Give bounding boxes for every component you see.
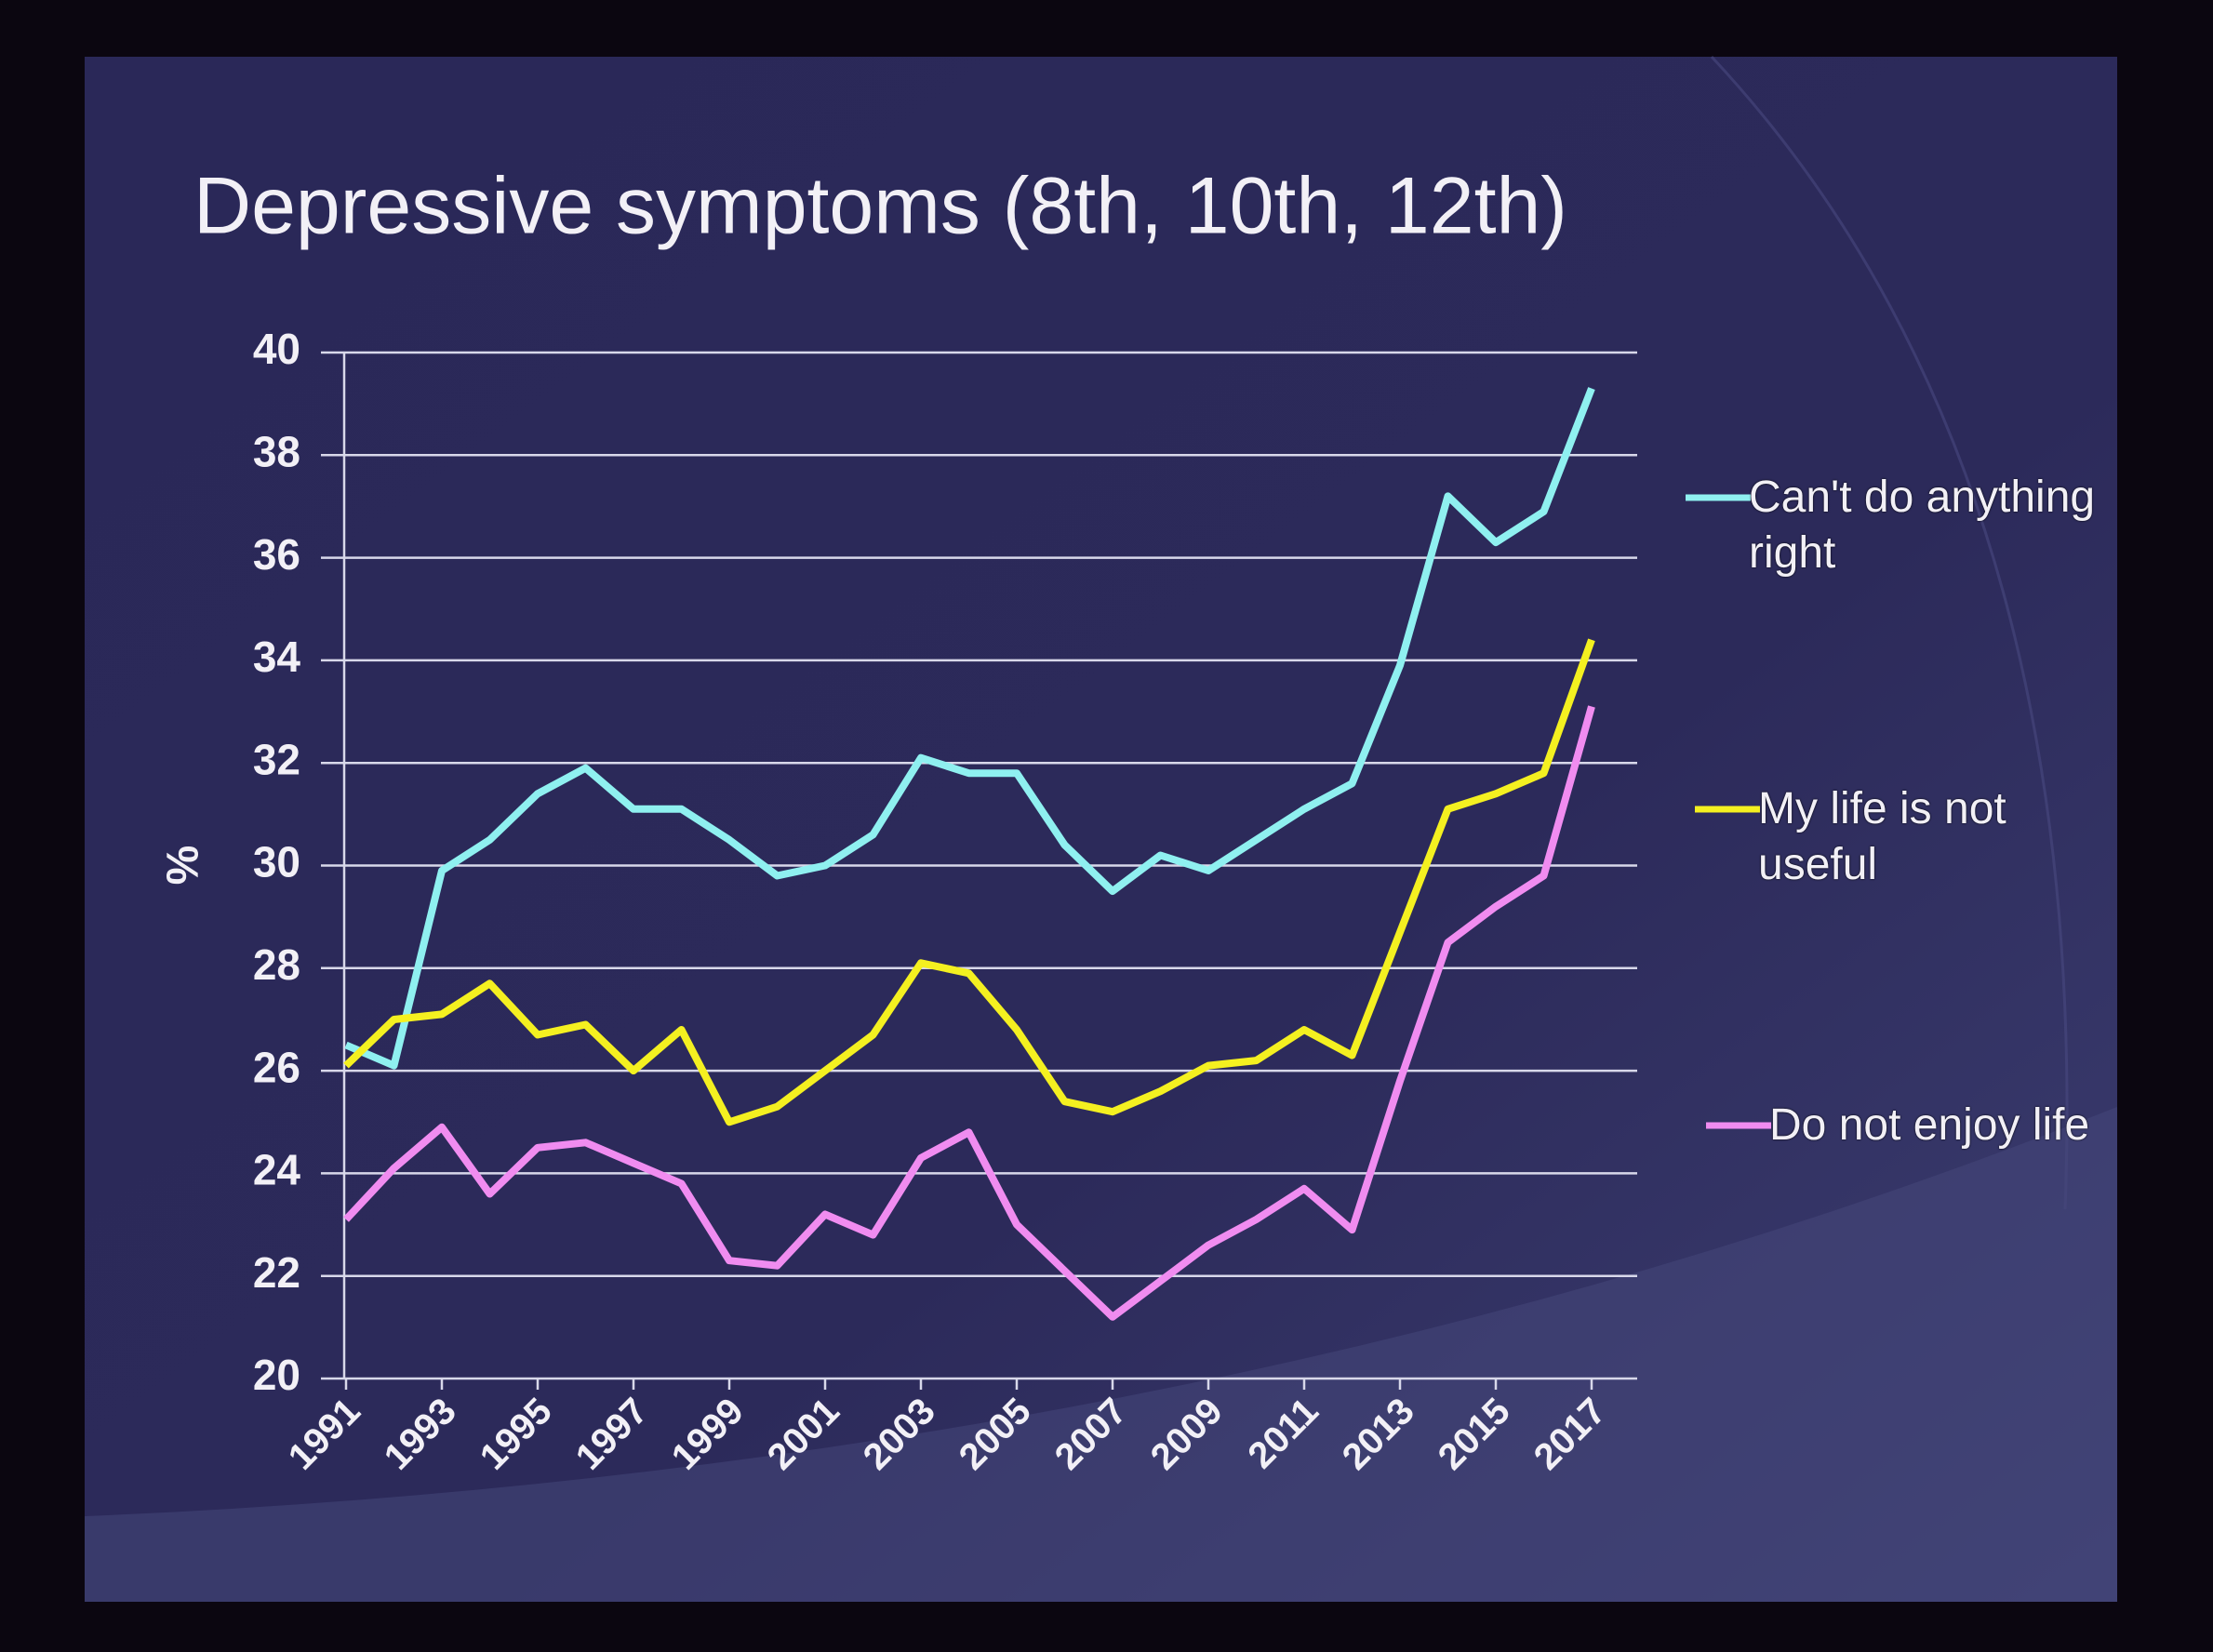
series-line <box>344 387 1595 1070</box>
legend-label: Can't do anything right <box>1749 473 2096 578</box>
y-tick-label: 26 <box>253 1043 300 1091</box>
slide-decoration <box>85 1107 2117 1602</box>
y-tick-label: 34 <box>253 633 301 681</box>
series-line <box>343 705 1595 1321</box>
y-tick-label: 22 <box>253 1248 300 1297</box>
y-tick-label: 30 <box>253 838 300 886</box>
y-tick-label: 36 <box>253 530 300 579</box>
y-tick-label: 28 <box>253 940 300 989</box>
y-axis-label: % <box>159 846 208 886</box>
slide-decoration <box>1710 55 2069 1210</box>
series-line <box>343 638 1595 1126</box>
y-tick-label: 20 <box>253 1351 300 1399</box>
legend-label: My life is not useful <box>1758 784 2006 889</box>
y-tick-label: 40 <box>253 325 300 373</box>
y-tick-label: 32 <box>253 735 300 783</box>
y-tick-label: 24 <box>253 1146 301 1194</box>
y-tick-label: 38 <box>253 427 300 475</box>
legend-label: Do not enjoy life <box>1769 1100 2090 1150</box>
chart-title: Depressive symptoms (8th, 10th, 12th) <box>193 162 1567 251</box>
